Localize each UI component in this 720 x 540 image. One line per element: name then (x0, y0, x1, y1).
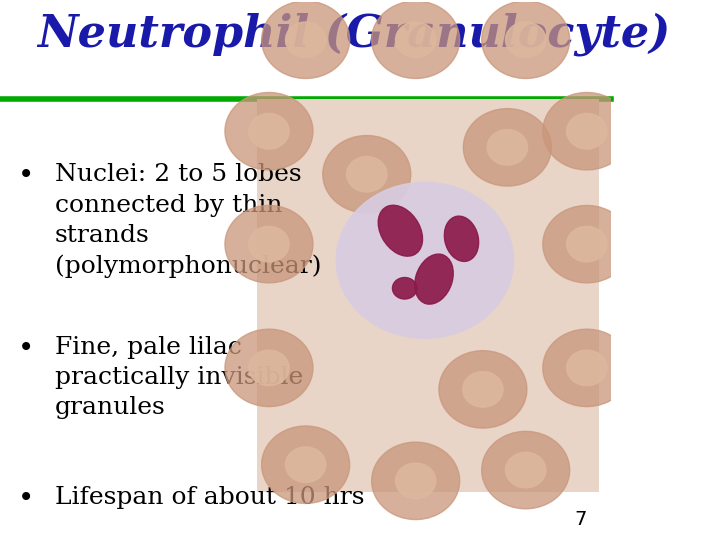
Circle shape (464, 109, 552, 186)
Circle shape (261, 426, 350, 503)
Circle shape (482, 1, 570, 78)
Circle shape (225, 92, 313, 170)
Circle shape (372, 1, 459, 78)
Circle shape (249, 350, 289, 386)
Circle shape (372, 442, 459, 519)
Circle shape (505, 22, 546, 58)
Circle shape (567, 226, 607, 262)
Circle shape (567, 350, 607, 386)
Circle shape (249, 226, 289, 262)
Ellipse shape (378, 205, 423, 256)
Text: •: • (18, 335, 35, 362)
Text: Lifespan of about 10 hrs: Lifespan of about 10 hrs (55, 486, 364, 509)
Circle shape (567, 113, 607, 149)
Circle shape (543, 329, 631, 407)
Text: Neutrophil (Granulocyte): Neutrophil (Granulocyte) (37, 12, 670, 56)
Circle shape (346, 157, 387, 192)
Text: 7: 7 (575, 510, 587, 529)
Circle shape (225, 329, 313, 407)
Text: Nuclei: 2 to 5 lobes
connected by thin
strands
(polymorphonuclear): Nuclei: 2 to 5 lobes connected by thin s… (55, 164, 322, 278)
Circle shape (395, 463, 436, 498)
Circle shape (439, 350, 527, 428)
Text: Fine, pale lilac
practically invisible
granules: Fine, pale lilac practically invisible g… (55, 335, 303, 419)
Circle shape (392, 278, 417, 299)
Circle shape (505, 453, 546, 488)
Circle shape (487, 130, 528, 165)
Text: •: • (18, 486, 35, 513)
Circle shape (543, 92, 631, 170)
Circle shape (336, 183, 513, 338)
Circle shape (285, 22, 326, 58)
FancyBboxPatch shape (257, 99, 599, 491)
Text: •: • (18, 164, 35, 191)
Circle shape (543, 205, 631, 283)
Circle shape (395, 22, 436, 58)
Circle shape (285, 447, 326, 482)
Circle shape (323, 136, 411, 213)
Circle shape (249, 113, 289, 149)
Circle shape (482, 431, 570, 509)
Circle shape (261, 1, 350, 78)
Circle shape (225, 205, 313, 283)
Ellipse shape (415, 254, 454, 304)
Circle shape (463, 372, 503, 407)
Ellipse shape (444, 216, 479, 261)
